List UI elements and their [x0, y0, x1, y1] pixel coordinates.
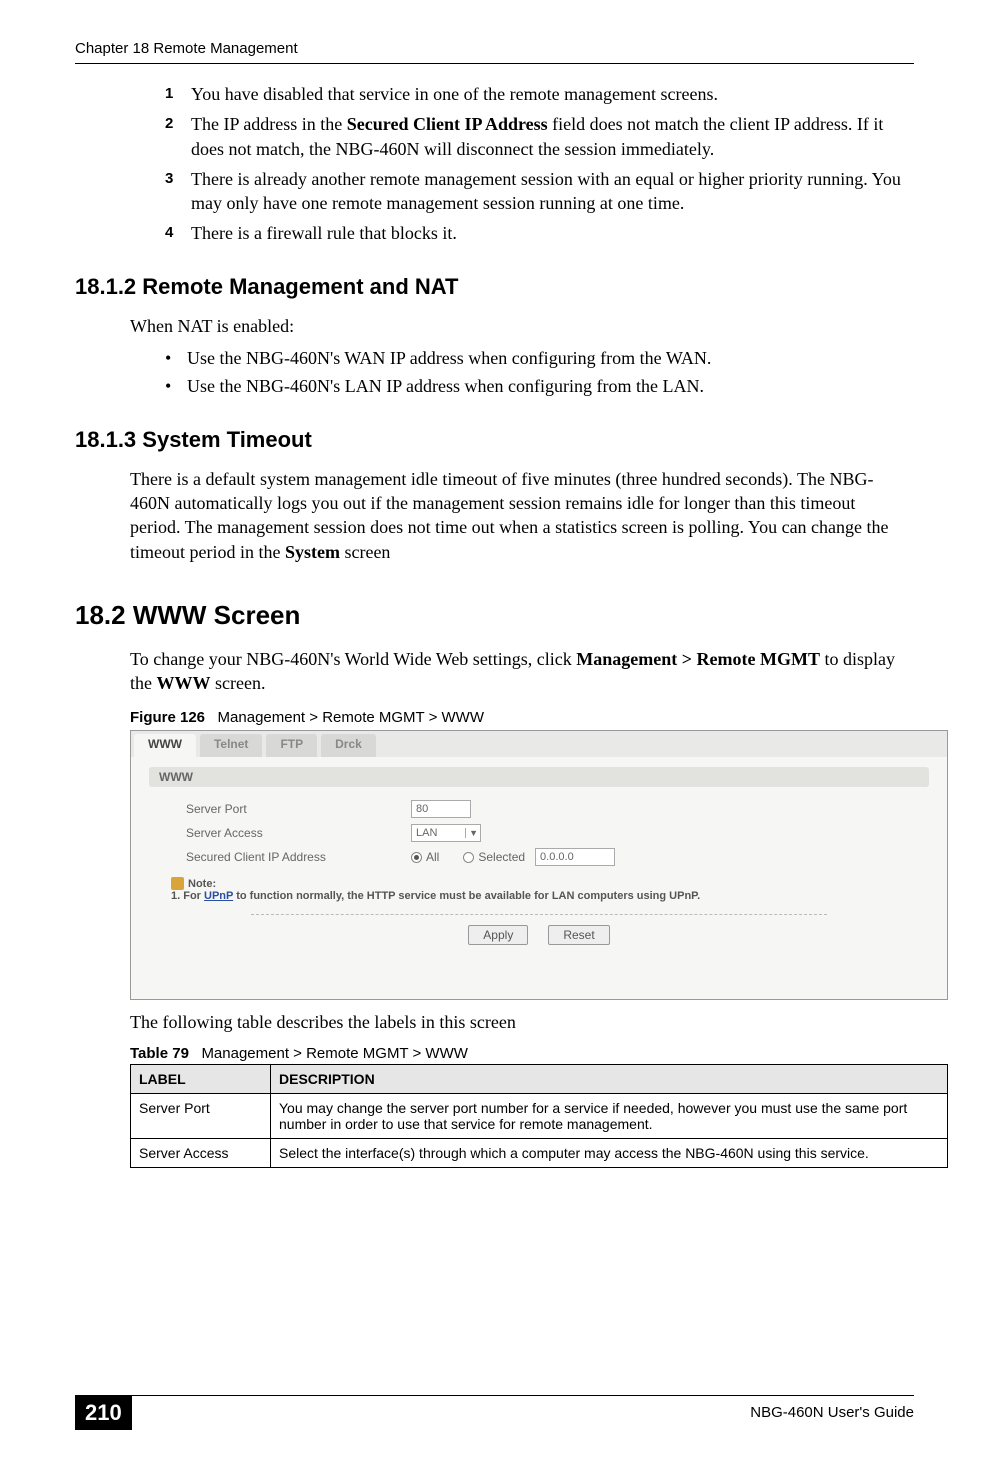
td-desc: You may change the server port number fo…	[271, 1093, 948, 1138]
list-marker: 2	[165, 112, 191, 161]
list-content: The IP address in the Secured Client IP …	[191, 112, 904, 161]
paragraph: When NAT is enabled:	[130, 314, 904, 338]
tab-ftp[interactable]: FTP	[266, 734, 317, 757]
list-marker: 4	[165, 221, 191, 245]
heading-18-2: 18.2 WWW Screen	[75, 600, 914, 631]
bullet-item: • Use the NBG-460N's WAN IP address when…	[165, 346, 904, 370]
figure-title: Management > Remote MGMT > WWW	[218, 709, 484, 726]
numbered-item-3: 3 There is already another remote manage…	[165, 167, 904, 216]
list-content: You have disabled that service in one of…	[191, 82, 904, 106]
table-caption: Table 79 Management > Remote MGMT > WWW	[130, 1045, 914, 1062]
figure-screenshot: WWW Telnet FTP Drck WWW Server Port 80 S…	[130, 730, 948, 1000]
screenshot-buttons: Apply Reset	[131, 925, 947, 945]
label-server-port: Server Port	[186, 802, 411, 816]
tab-www[interactable]: WWW	[134, 734, 196, 757]
chapter-header: Chapter 18 Remote Management	[75, 40, 914, 64]
radio-selected-label: Selected	[478, 850, 525, 864]
table-row: Server Port You may change the server po…	[131, 1093, 948, 1138]
note-text-pre: 1. For	[171, 890, 204, 902]
table-title: Management > Remote MGMT > WWW	[201, 1045, 467, 1062]
footer-guide: NBG-460N User's Guide	[750, 1400, 914, 1421]
list-marker: 3	[165, 167, 191, 216]
screenshot-note: Note: 1. For UPnP to function normally, …	[171, 877, 907, 902]
note-heading: Note:	[188, 878, 216, 890]
list-content: There is a firewall rule that blocks it.	[191, 221, 904, 245]
td-label: Server Port	[131, 1093, 271, 1138]
note-link-upnp[interactable]: UPnP	[204, 890, 233, 902]
bullet-item: • Use the NBG-460N's LAN IP address when…	[165, 374, 904, 398]
td-label: Server Access	[131, 1138, 271, 1167]
bullet-marker: •	[165, 374, 187, 398]
numbered-list: 1 You have disabled that service in one …	[165, 82, 904, 246]
table-header-row: LABEL DESCRIPTION	[131, 1064, 948, 1093]
note-text-post: to function normally, the HTTP service m…	[233, 890, 700, 902]
radio-all[interactable]	[411, 852, 422, 863]
paragraph: There is a default system management idl…	[130, 467, 904, 564]
bullet-list: • Use the NBG-460N's WAN IP address when…	[165, 346, 904, 399]
chevron-down-icon: ▼	[465, 828, 478, 838]
group-title: WWW	[149, 767, 929, 787]
bullet-text: Use the NBG-460N's LAN IP address when c…	[187, 374, 704, 398]
radio-selected[interactable]	[463, 852, 474, 863]
tab-other[interactable]: Drck	[321, 734, 376, 757]
page-number: 210	[75, 1396, 132, 1430]
heading-18-1-2: 18.1.2 Remote Management and NAT	[75, 274, 914, 300]
input-secured-ip[interactable]: 0.0.0.0	[535, 848, 615, 866]
screenshot-form: Server Port 80 Server Access LAN ▼ Secur…	[186, 797, 907, 869]
th-label: LABEL	[131, 1064, 271, 1093]
table-intro: The following table describes the labels…	[130, 1010, 904, 1034]
note-icon	[171, 877, 184, 890]
label-server-access: Server Access	[186, 826, 411, 840]
input-server-port[interactable]: 80	[411, 800, 471, 818]
page-footer: 210 NBG-460N User's Guide	[75, 1395, 914, 1430]
apply-button[interactable]: Apply	[468, 925, 528, 945]
numbered-item-2: 2 The IP address in the Secured Client I…	[165, 112, 904, 161]
bullet-marker: •	[165, 346, 187, 370]
figure-label: Figure 126	[130, 709, 205, 726]
radio-all-label: All	[426, 850, 439, 864]
paragraph: To change your NBG-460N's World Wide Web…	[130, 647, 904, 696]
th-description: DESCRIPTION	[271, 1064, 948, 1093]
numbered-item-1: 1 You have disabled that service in one …	[165, 82, 904, 106]
reset-button[interactable]: Reset	[548, 925, 609, 945]
screenshot-tabs: WWW Telnet FTP Drck	[131, 731, 947, 757]
td-desc: Select the interface(s) through which a …	[271, 1138, 948, 1167]
heading-18-1-3: 18.1.3 System Timeout	[75, 427, 914, 453]
list-marker: 1	[165, 82, 191, 106]
bullet-text: Use the NBG-460N's WAN IP address when c…	[187, 346, 711, 370]
list-content: There is already another remote manageme…	[191, 167, 904, 216]
label-secured-ip: Secured Client IP Address	[186, 850, 411, 864]
tab-telnet[interactable]: Telnet	[200, 734, 262, 757]
table-row: Server Access Select the interface(s) th…	[131, 1138, 948, 1167]
table-label: Table 79	[130, 1045, 189, 1062]
select-server-access[interactable]: LAN ▼	[411, 824, 481, 842]
table-remote-mgmt-www: LABEL DESCRIPTION Server Port You may ch…	[130, 1064, 948, 1168]
select-value: LAN	[416, 827, 437, 839]
figure-caption: Figure 126 Management > Remote MGMT > WW…	[130, 709, 914, 726]
divider	[251, 914, 827, 915]
numbered-item-4: 4 There is a firewall rule that blocks i…	[165, 221, 904, 245]
